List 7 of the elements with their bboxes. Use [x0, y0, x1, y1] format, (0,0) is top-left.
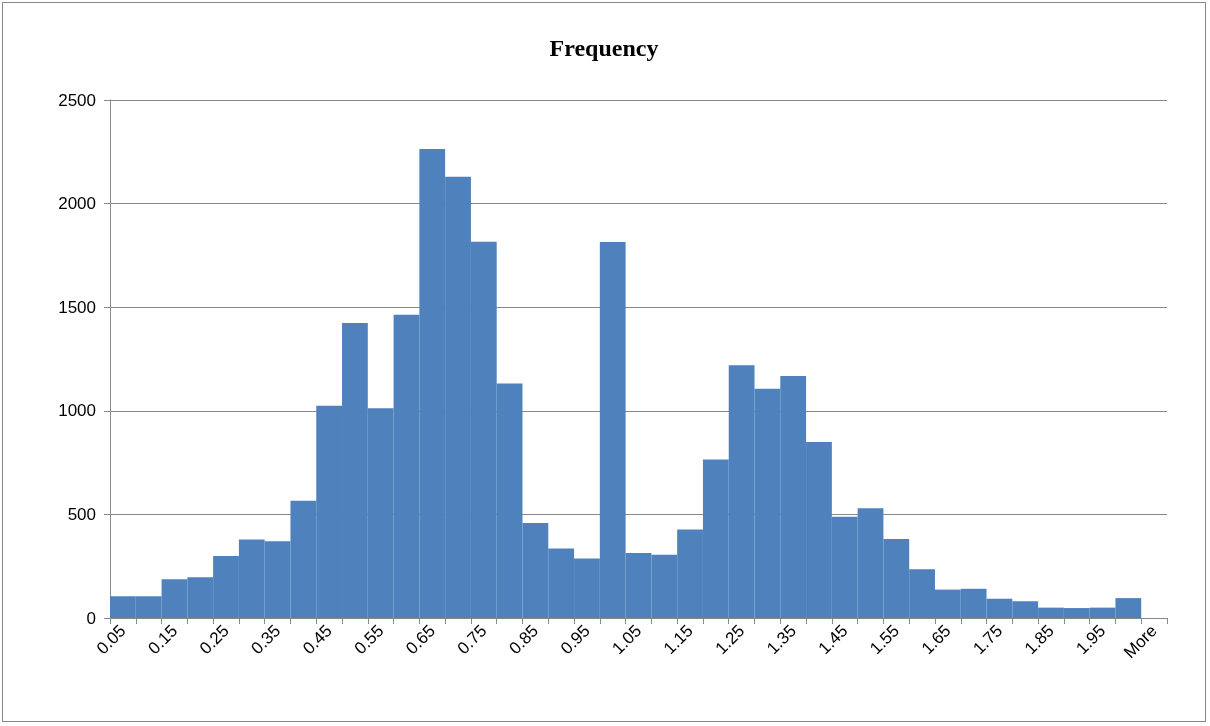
y-tick-label: 0: [86, 608, 96, 628]
y-tick-label: 500: [67, 504, 96, 524]
y-tick-label: 2500: [58, 90, 96, 110]
chart-title: Frequency: [549, 35, 659, 61]
y-tick-label: 1500: [58, 297, 96, 317]
y-tick-label: 2000: [58, 194, 96, 214]
y-tick-label: 1000: [58, 401, 96, 421]
